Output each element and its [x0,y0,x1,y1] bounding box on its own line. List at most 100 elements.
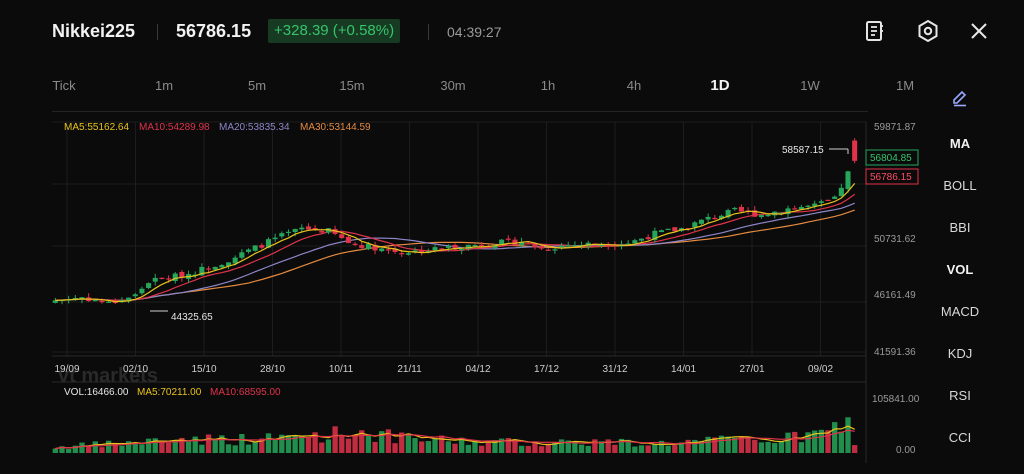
date-tick: 04/12 [465,364,490,375]
candle-body [738,206,744,212]
volume-bar [279,434,285,453]
candle-body [732,207,738,210]
candle-body [265,239,272,248]
volume-bars [52,417,858,453]
volume-bar [192,436,198,453]
tab-1mo[interactable]: 1M [895,78,915,93]
candle-body [492,245,498,249]
indicator-macd[interactable]: MACD [940,304,980,319]
divider [157,24,158,40]
volume-bar [838,431,845,453]
volume-bar [778,440,785,453]
indicator-kdj[interactable]: KDJ [947,346,973,361]
volume-bar [465,444,471,453]
tab-1w[interactable]: 1W [800,78,820,93]
volume-bar [205,434,212,453]
indicator-boll[interactable]: BOLL [943,178,977,193]
volume-bar [772,443,778,453]
volume-bar [565,440,571,453]
volume-bar [585,445,591,453]
volume-bar [252,441,258,453]
candle-body [372,244,378,251]
watermark: vt markets [58,365,158,387]
volume-bar [319,442,325,453]
tab-15m[interactable]: 15m [339,78,365,93]
volume-bar [612,444,618,453]
tab-30m[interactable]: 30m [440,78,466,93]
volume-bar [752,439,758,453]
candle-body [92,299,98,302]
volume-bar [485,440,491,453]
volume-bar [272,438,278,453]
indicator-cci[interactable]: CCI [948,430,972,445]
volume-bar [432,438,438,453]
volume-bar [419,441,425,453]
volume-bar [299,436,305,453]
candle-body [339,234,345,239]
price-chart[interactable]: vt markets MA5:55162.64 MA10:54289.98 MA… [0,112,930,474]
date-tick: 10/11 [329,364,354,375]
volume-bar [672,445,678,453]
indicator-vol[interactable]: VOL [946,262,974,277]
candle-body [705,216,711,220]
candle-body [132,294,138,297]
tab-4h[interactable]: 4h [626,78,642,93]
candle-body [638,238,645,241]
close-icon[interactable] [966,18,992,44]
timestamp: 04:39:27 [447,24,502,40]
candle-body [152,277,158,282]
candle-body [832,196,838,199]
notes-icon[interactable] [861,18,887,44]
volume-bar [492,440,498,453]
candle-body [285,231,292,234]
candle-body [559,245,565,249]
candle-body [798,207,804,210]
candle-body [292,229,298,233]
candle-body [599,244,605,247]
candle-body [445,246,451,248]
date-tick: 28/10 [260,364,285,375]
volume-bar [425,441,432,453]
chart-grid [52,121,867,463]
price-tick: 59871.87 [874,122,916,133]
date-tick: 31/12 [602,364,627,375]
date-tick: 21/11 [397,364,422,375]
volume-bar [292,435,298,453]
tab-tick[interactable]: Tick [52,78,76,93]
indicator-rsi[interactable]: RSI [949,388,971,403]
date-tick: 09/02 [808,364,833,375]
pencil-icon[interactable] [950,88,970,108]
tab-5m[interactable]: 5m [247,78,267,93]
volume-bar [718,435,725,453]
candle-body [758,215,764,218]
volume-bar [92,441,98,453]
ma20-line [55,202,855,301]
candle-body [572,245,578,247]
tab-1h[interactable]: 1h [540,78,556,93]
price-tick: 41591.36 [874,347,916,358]
candle-body [672,227,678,232]
settings-icon[interactable] [915,18,941,44]
candle-body [365,243,371,250]
indicator-bbi[interactable]: BBI [949,220,971,235]
current-price: 56786.15 [176,21,252,41]
volume-bar [685,439,691,453]
volume-bar [139,444,145,453]
volume-bar [405,433,412,453]
volume-bar [645,445,651,453]
candle-body [172,273,178,282]
candle-body [305,226,311,230]
volume-bar [379,431,385,453]
volume-bar [478,445,485,453]
volume-bar [652,444,658,453]
candle-body [299,227,305,230]
tab-1d[interactable]: 1D [710,77,730,94]
indicator-ma[interactable]: MA [949,136,971,151]
candle-body [512,239,518,245]
tab-1m[interactable]: 1m [154,78,174,93]
candle-body [818,201,824,203]
candle-body [252,245,258,251]
legend-ma30: MA30:53144.59 [300,122,371,133]
volume-bar [339,435,345,453]
volume-bar [325,439,332,453]
